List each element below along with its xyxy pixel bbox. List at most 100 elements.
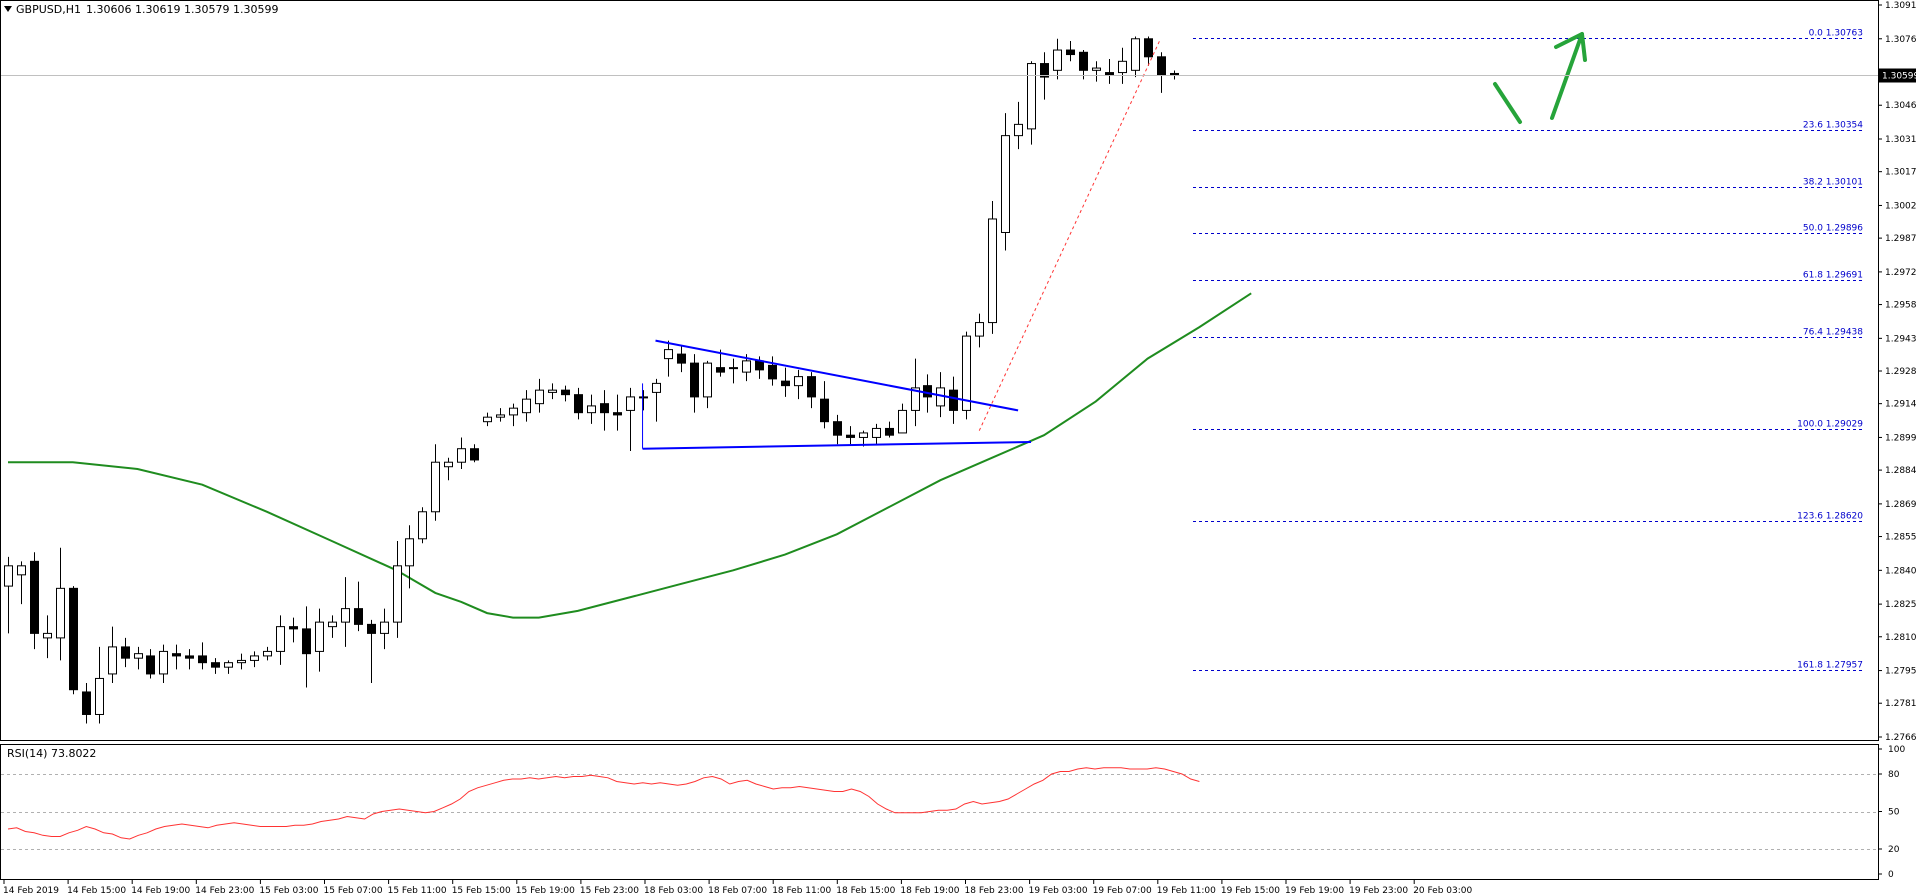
time-tick-label: 18 Feb 03:00 bbox=[644, 886, 703, 896]
candle bbox=[859, 430, 868, 447]
moving-average bbox=[8, 292, 1252, 619]
bull-candle-body bbox=[1053, 49, 1062, 71]
bear-candle-body bbox=[768, 364, 777, 380]
candle bbox=[95, 646, 104, 724]
time-tick-label: 20 Feb 03:00 bbox=[1413, 886, 1472, 896]
bull-candle-body bbox=[1131, 38, 1140, 71]
bear-candle-body bbox=[1157, 56, 1166, 76]
candle bbox=[1027, 61, 1036, 145]
candle bbox=[1131, 36, 1140, 78]
triangle-upper-trendline bbox=[655, 339, 1019, 412]
rsi-line bbox=[7, 767, 1200, 840]
candle bbox=[1144, 36, 1153, 66]
triangle-down-icon bbox=[4, 6, 12, 12]
candle bbox=[600, 390, 609, 431]
price-tick-label: 1.28250 bbox=[1885, 600, 1916, 610]
price-tick-label: 1.28400 bbox=[1885, 566, 1916, 576]
bull-candle-body bbox=[626, 396, 635, 411]
bull-candle-body bbox=[237, 659, 246, 664]
bull-candle-body bbox=[703, 362, 712, 398]
candle bbox=[1079, 50, 1088, 80]
bear-candle-body bbox=[613, 412, 622, 416]
triangle-lower-trendline bbox=[642, 440, 1032, 450]
candle bbox=[276, 615, 285, 665]
bull-candle-body bbox=[380, 621, 389, 634]
candle bbox=[1053, 38, 1062, 80]
bull-candle-body bbox=[742, 360, 751, 373]
candle bbox=[613, 394, 622, 431]
price-tick-label: 1.30020 bbox=[1885, 201, 1916, 211]
bear-candle-body bbox=[1170, 72, 1179, 76]
bull-candle-body bbox=[315, 621, 324, 652]
bull-candle-body bbox=[43, 632, 52, 639]
bear-candle-body bbox=[1066, 49, 1075, 56]
candle bbox=[431, 444, 440, 521]
price-tick-label: 1.29725 bbox=[1885, 268, 1916, 278]
candle bbox=[263, 646, 272, 661]
time-tick-label: 18 Feb 19:00 bbox=[900, 886, 959, 896]
bear-candle-body bbox=[846, 434, 855, 438]
candle bbox=[237, 653, 246, 670]
candle bbox=[108, 626, 117, 683]
candle bbox=[846, 426, 855, 445]
candle bbox=[703, 360, 712, 409]
candle bbox=[1001, 113, 1010, 251]
bear-candle-body bbox=[172, 653, 181, 657]
current-price-label: 1.30599 bbox=[1882, 72, 1916, 82]
bull-candle-body bbox=[962, 335, 971, 411]
candle bbox=[988, 200, 997, 334]
price-tick-label: 1.30465 bbox=[1885, 101, 1916, 111]
candle bbox=[146, 649, 155, 679]
chart-title: GBPUSD,H1 1.30606 1.30619 1.30579 1.3059… bbox=[4, 3, 278, 16]
candle bbox=[250, 651, 259, 668]
candle bbox=[418, 507, 427, 544]
time-tick-label: 15 Feb 03:00 bbox=[259, 886, 318, 896]
price-tick-label: 1.28695 bbox=[1885, 500, 1916, 510]
rsi-tick-label: 80 bbox=[1888, 770, 1900, 780]
candle bbox=[159, 644, 168, 683]
rsi-tick-label: 20 bbox=[1888, 845, 1900, 855]
candle bbox=[885, 421, 894, 438]
time-tick-label: 19 Feb 07:00 bbox=[1093, 886, 1152, 896]
time-tick-label: 14 Feb 19:00 bbox=[131, 886, 190, 896]
candle bbox=[17, 561, 26, 605]
price-tick-label: 1.29140 bbox=[1885, 400, 1916, 410]
arrow-head-icon bbox=[1554, 32, 1587, 62]
bear-candle-body bbox=[289, 626, 298, 630]
fib-trendline bbox=[978, 38, 1162, 431]
time-tick-label: 18 Feb 07:00 bbox=[708, 886, 767, 896]
candle bbox=[354, 581, 363, 632]
bull-candle-body bbox=[457, 448, 466, 463]
bull-candle-body bbox=[664, 349, 673, 360]
candle bbox=[367, 619, 376, 683]
bear-candle-body bbox=[833, 421, 842, 436]
rsi-label: RSI(14) 73.8022 bbox=[7, 747, 96, 760]
bull-candle-body bbox=[56, 587, 65, 639]
candle bbox=[134, 646, 143, 670]
candle bbox=[302, 606, 311, 688]
candle bbox=[626, 387, 635, 451]
time-tick-label: 14 Feb 23:00 bbox=[195, 886, 254, 896]
rsi-tick-label: 0 bbox=[1888, 870, 1894, 880]
candle bbox=[211, 658, 220, 674]
bear-candle-body bbox=[69, 587, 78, 691]
bull-candle-body bbox=[328, 621, 337, 628]
candle bbox=[509, 403, 518, 427]
price-tick-label: 1.28990 bbox=[1885, 433, 1916, 443]
fib-label: 38.2 1.30101 bbox=[1803, 178, 1863, 188]
bear-candle-body bbox=[1079, 51, 1088, 71]
bull-candle-body bbox=[483, 416, 492, 423]
candle bbox=[962, 331, 971, 420]
bull-candle-body bbox=[393, 565, 402, 623]
bull-candle-body bbox=[859, 432, 868, 438]
bear-candle-body bbox=[1040, 63, 1049, 78]
bull-candle-body bbox=[522, 398, 531, 414]
bear-candle-body bbox=[949, 389, 958, 411]
bull-candle-body bbox=[224, 662, 233, 668]
bull-candle-body bbox=[431, 461, 440, 513]
candle bbox=[535, 378, 544, 413]
candle bbox=[781, 367, 790, 397]
bull-candle-body bbox=[1027, 63, 1036, 130]
